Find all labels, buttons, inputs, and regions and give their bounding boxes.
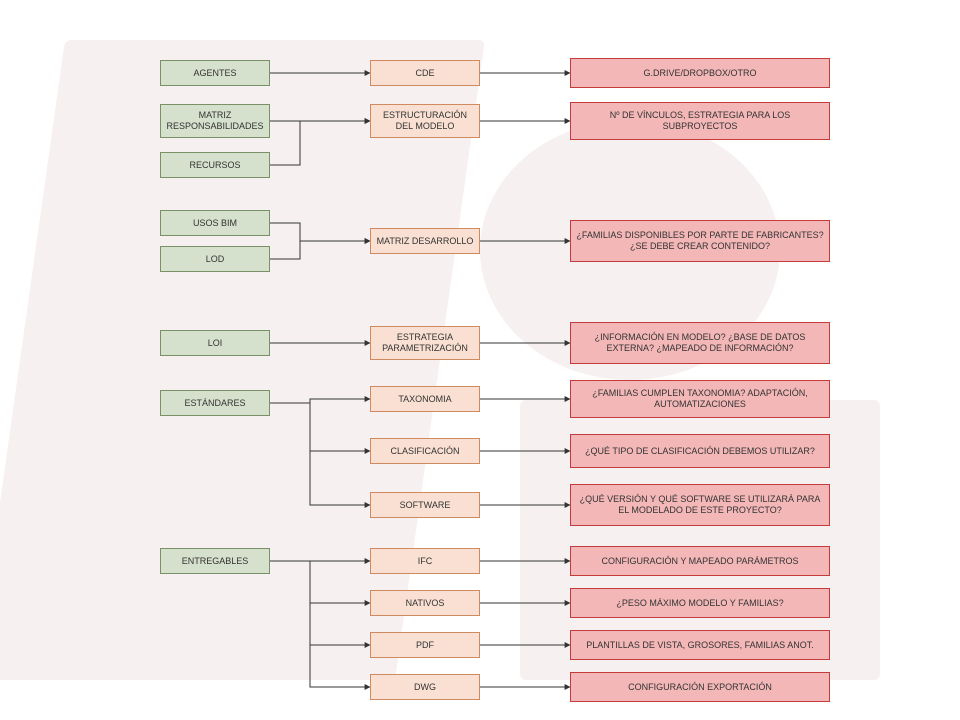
node-label: IFC: [418, 556, 433, 567]
node-r_info_modelo: ¿INFORMACIÓN EN MODELO? ¿BASE DE DATOS E…: [570, 322, 830, 364]
node-r_familias_fab: ¿FAMILIAS DISPONIBLES POR PARTE DE FABRI…: [570, 220, 830, 262]
node-label: TAXONOMIA: [398, 394, 451, 405]
node-r_nativos: ¿PESO MÁXIMO MODELO Y FAMILIAS?: [570, 588, 830, 618]
node-lod: LOD: [160, 246, 270, 272]
node-estandares: ESTÁNDARES: [160, 390, 270, 416]
node-label: ¿QUÉ TIPO DE CLASIFICACIÓN DEBEMOS UTILI…: [585, 446, 815, 457]
node-label: ¿PESO MÁXIMO MODELO Y FAMILIAS?: [616, 598, 783, 609]
node-label: ¿QUÉ VERSIÓN Y QUÉ SOFTWARE SE UTILIZARÁ…: [575, 494, 825, 516]
node-loi: LOI: [160, 330, 270, 356]
node-ifc: IFC: [370, 548, 480, 574]
node-entregables: ENTREGABLES: [160, 548, 270, 574]
node-label: DWG: [414, 682, 436, 693]
node-r_ifc: CONFIGURACIÓN Y MAPEADO PARÁMETROS: [570, 546, 830, 576]
node-label: PDF: [416, 640, 434, 651]
node-label: LOI: [208, 338, 223, 349]
node-label: USOS BIM: [193, 218, 237, 229]
node-r_soft: ¿QUÉ VERSIÓN Y QUÉ SOFTWARE SE UTILIZARÁ…: [570, 484, 830, 526]
node-pdf: PDF: [370, 632, 480, 658]
node-label: ESTRATEGIA PARAMETRIZACIÓN: [375, 332, 475, 354]
node-label: CONFIGURACIÓN Y MAPEADO PARÁMETROS: [601, 556, 798, 567]
node-label: G.DRIVE/DROPBOX/OTRO: [643, 68, 756, 79]
node-r_tax: ¿FAMILIAS CUMPLEN TAXONOMIA? ADAPTACIÓN,…: [570, 380, 830, 418]
node-label: ESTÁNDARES: [184, 398, 245, 409]
node-label: CDE: [415, 68, 434, 79]
edge-estandares-software: [270, 403, 370, 505]
node-label: LOD: [206, 254, 225, 265]
node-r_clas: ¿QUÉ TIPO DE CLASIFICACIÓN DEBEMOS UTILI…: [570, 434, 830, 468]
node-agentes: AGENTES: [160, 60, 270, 86]
node-clasificacion: CLASIFICACIÓN: [370, 438, 480, 464]
node-label: NATIVOS: [406, 598, 445, 609]
node-label: CONFIGURACIÓN EXPORTACIÓN: [628, 682, 772, 693]
node-cde: CDE: [370, 60, 480, 86]
node-r_dwg: CONFIGURACIÓN EXPORTACIÓN: [570, 672, 830, 702]
node-estructuracion: ESTRUCTURACIÓN DEL MODELO: [370, 104, 480, 138]
edge-entregables-dwg: [270, 561, 370, 687]
node-estrategia_param: ESTRATEGIA PARAMETRIZACIÓN: [370, 326, 480, 360]
node-recursos: RECURSOS: [160, 152, 270, 178]
node-matriz_des: MATRIZ DESARROLLO: [370, 228, 480, 254]
node-dwg: DWG: [370, 674, 480, 700]
node-label: RECURSOS: [189, 160, 240, 171]
node-label: MATRIZ DESARROLLO: [377, 236, 474, 247]
node-software: SOFTWARE: [370, 492, 480, 518]
node-r_vinculos: Nº DE VÍNCULOS, ESTRATEGIA PARA LOS SUBP…: [570, 102, 830, 140]
node-label: ¿FAMILIAS DISPONIBLES POR PARTE DE FABRI…: [575, 230, 825, 252]
edge-entregables-pdf: [270, 561, 370, 645]
node-label: ENTREGABLES: [182, 556, 249, 567]
node-usos_bim: USOS BIM: [160, 210, 270, 236]
node-label: AGENTES: [193, 68, 236, 79]
node-label: CLASIFICACIÓN: [390, 446, 459, 457]
node-label: MATRIZ RESPONSABILIDADES: [165, 110, 265, 132]
node-taxonomia: TAXONOMIA: [370, 386, 480, 412]
edge-estandares-taxonomia: [270, 399, 370, 403]
edge-recursos-estructuracion: [270, 121, 370, 165]
node-label: PLANTILLAS DE VISTA, GROSORES, FAMILIAS …: [586, 640, 813, 651]
edge-lod-matriz_des: [270, 241, 370, 259]
node-label: ESTRUCTURACIÓN DEL MODELO: [375, 110, 475, 132]
node-label: Nº DE VÍNCULOS, ESTRATEGIA PARA LOS SUBP…: [575, 110, 825, 132]
node-matriz_resp: MATRIZ RESPONSABILIDADES: [160, 104, 270, 138]
node-r_drive: G.DRIVE/DROPBOX/OTRO: [570, 58, 830, 88]
edge-estandares-clasificacion: [270, 403, 370, 451]
node-nativos: NATIVOS: [370, 590, 480, 616]
node-r_pdf: PLANTILLAS DE VISTA, GROSORES, FAMILIAS …: [570, 630, 830, 660]
node-label: SOFTWARE: [400, 500, 451, 511]
edge-entregables-nativos: [270, 561, 370, 603]
node-label: ¿INFORMACIÓN EN MODELO? ¿BASE DE DATOS E…: [575, 332, 825, 354]
node-label: ¿FAMILIAS CUMPLEN TAXONOMIA? ADAPTACIÓN,…: [575, 388, 825, 410]
edge-usos_bim-matriz_des: [270, 223, 370, 241]
